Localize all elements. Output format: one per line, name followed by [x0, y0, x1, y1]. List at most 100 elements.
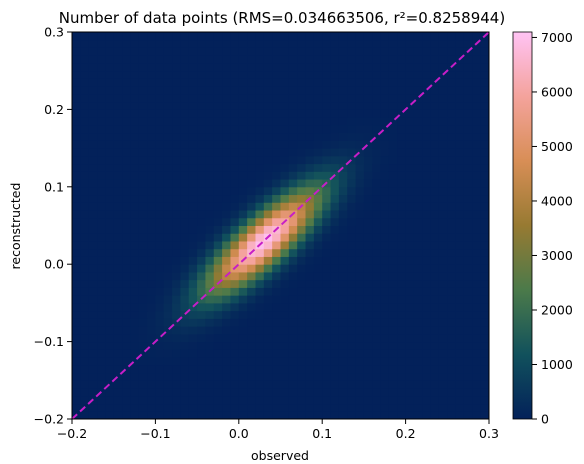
heatmap-cell	[205, 194, 215, 203]
heatmap-cell	[197, 364, 206, 374]
heatmap-cell	[272, 318, 281, 327]
heatmap-cell	[80, 117, 90, 126]
heatmap-cell	[405, 364, 415, 374]
heatmap-cell	[280, 55, 290, 64]
heatmap-cell	[297, 388, 307, 397]
heatmap-cell	[147, 411, 156, 419]
heatmap-cell	[322, 93, 332, 103]
heatmap-cell	[338, 210, 348, 219]
heatmap-cell	[172, 70, 181, 79]
heatmap-cell	[388, 186, 398, 196]
heatmap-cell	[438, 248, 448, 257]
heatmap-cell	[355, 225, 365, 234]
heatmap-cell	[122, 132, 131, 141]
heatmap-cell	[438, 333, 448, 343]
heatmap-cell	[122, 287, 131, 296]
heatmap-cell	[322, 78, 332, 87]
heatmap-cell	[297, 171, 307, 180]
heatmap-cell	[430, 70, 440, 79]
heatmap-cell	[272, 341, 281, 350]
heatmap-cell	[113, 411, 123, 419]
heatmap-cell	[413, 364, 423, 374]
heatmap-cell	[263, 287, 273, 296]
heatmap-cell	[355, 32, 365, 41]
heatmap-cell	[330, 225, 340, 234]
heatmap-cell	[380, 202, 390, 211]
heatmap-cell	[105, 163, 115, 172]
heatmap-cell	[263, 101, 273, 110]
heatmap-cell	[138, 86, 148, 95]
heatmap-cell	[455, 163, 465, 172]
heatmap-cell	[372, 326, 382, 335]
heatmap-cell	[80, 310, 90, 319]
heatmap-cell	[355, 233, 365, 242]
heatmap-cell	[213, 140, 223, 149]
heatmap-cell	[105, 124, 115, 134]
heatmap-cell	[405, 163, 415, 172]
heatmap-cell	[122, 310, 131, 319]
heatmap-cell	[313, 264, 323, 273]
heatmap-cell	[405, 132, 415, 141]
heatmap-cell	[213, 411, 223, 419]
heatmap-cell	[372, 109, 382, 118]
heatmap-cell	[313, 310, 323, 319]
heatmap-cell	[147, 217, 156, 226]
heatmap-cell	[113, 233, 123, 242]
heatmap-cell	[213, 341, 223, 350]
heatmap-cell	[188, 62, 198, 72]
heatmap-cell	[147, 93, 156, 103]
heatmap-cell	[472, 155, 482, 165]
heatmap-cell	[447, 132, 457, 141]
heatmap-cell	[105, 256, 115, 265]
heatmap-cell	[288, 117, 298, 126]
heatmap-cell	[455, 155, 465, 165]
heatmap-cell	[130, 186, 140, 196]
heatmap-cell	[72, 264, 81, 273]
heatmap-cell	[288, 411, 298, 419]
heatmap-cell	[122, 186, 131, 196]
heatmap-cell	[272, 256, 281, 265]
heatmap-cell	[322, 310, 332, 319]
heatmap-cell	[413, 372, 423, 381]
heatmap-cell	[472, 179, 482, 188]
heatmap-cell	[97, 93, 106, 103]
heatmap-cell	[263, 364, 273, 374]
heatmap-cell	[255, 333, 265, 343]
heatmap-cell	[372, 217, 382, 226]
heatmap-cell	[363, 101, 373, 110]
heatmap-cell	[438, 357, 448, 366]
heatmap-cell	[172, 395, 181, 405]
heatmap-cell	[455, 32, 465, 41]
heatmap-cell	[163, 163, 173, 172]
heatmap-cell	[397, 295, 407, 304]
heatmap-cell	[455, 117, 465, 126]
heatmap-cell	[255, 388, 265, 397]
heatmap-cell	[472, 70, 482, 79]
heatmap-cell	[380, 233, 390, 242]
heatmap-cell	[422, 349, 432, 358]
heatmap-cell	[455, 295, 465, 304]
heatmap-cell	[305, 271, 315, 281]
heatmap-cell	[338, 287, 348, 296]
heatmap-cell	[222, 93, 231, 103]
heatmap-cell	[105, 225, 115, 234]
heatmap-cell	[438, 364, 448, 374]
heatmap-cell	[447, 380, 457, 389]
heatmap-cell	[405, 264, 415, 273]
heatmap-cell	[355, 411, 365, 419]
heatmap-cell	[430, 279, 440, 288]
heatmap-cell	[88, 47, 98, 56]
heatmap-cell	[122, 109, 131, 118]
heatmap-cell	[113, 140, 123, 149]
heatmap-cell	[155, 163, 165, 172]
heatmap-cell	[397, 411, 407, 419]
heatmap-cell	[163, 233, 173, 242]
heatmap-cell	[397, 287, 407, 296]
heatmap-cell	[288, 32, 298, 41]
heatmap-cell	[88, 124, 98, 134]
heatmap-cell	[197, 179, 206, 188]
heatmap-cell	[122, 155, 131, 165]
heatmap-cell	[147, 194, 156, 203]
heatmap-cell	[263, 163, 273, 172]
heatmap-cell	[163, 240, 173, 250]
